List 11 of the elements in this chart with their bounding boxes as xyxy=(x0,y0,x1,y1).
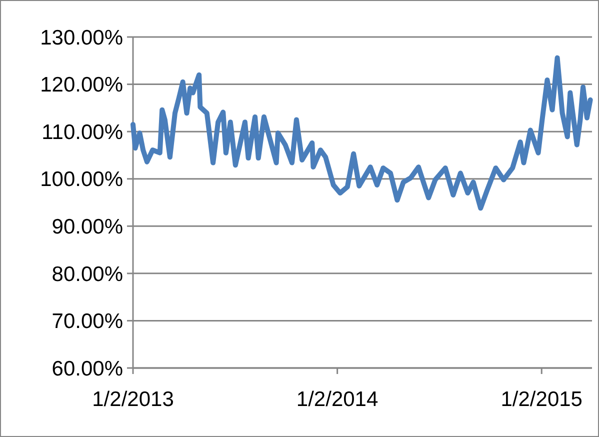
y-tick-label: 100.00% xyxy=(40,168,123,192)
y-tick-label: 130.00% xyxy=(40,26,123,50)
y-tick-label: 70.00% xyxy=(52,310,123,334)
x-tick-label: 1/2/2015 xyxy=(500,388,582,411)
y-tick-label: 80.00% xyxy=(52,262,123,286)
x-tick-label: 1/2/2013 xyxy=(92,388,174,411)
y-tick-label: 90.00% xyxy=(52,215,123,238)
y-tick-label: 120.00% xyxy=(40,74,123,97)
y-tick-label: 60.00% xyxy=(52,357,123,380)
x-tick-label: 1/2/2014 xyxy=(296,388,378,411)
y-tick-label: 110.00% xyxy=(42,120,123,144)
